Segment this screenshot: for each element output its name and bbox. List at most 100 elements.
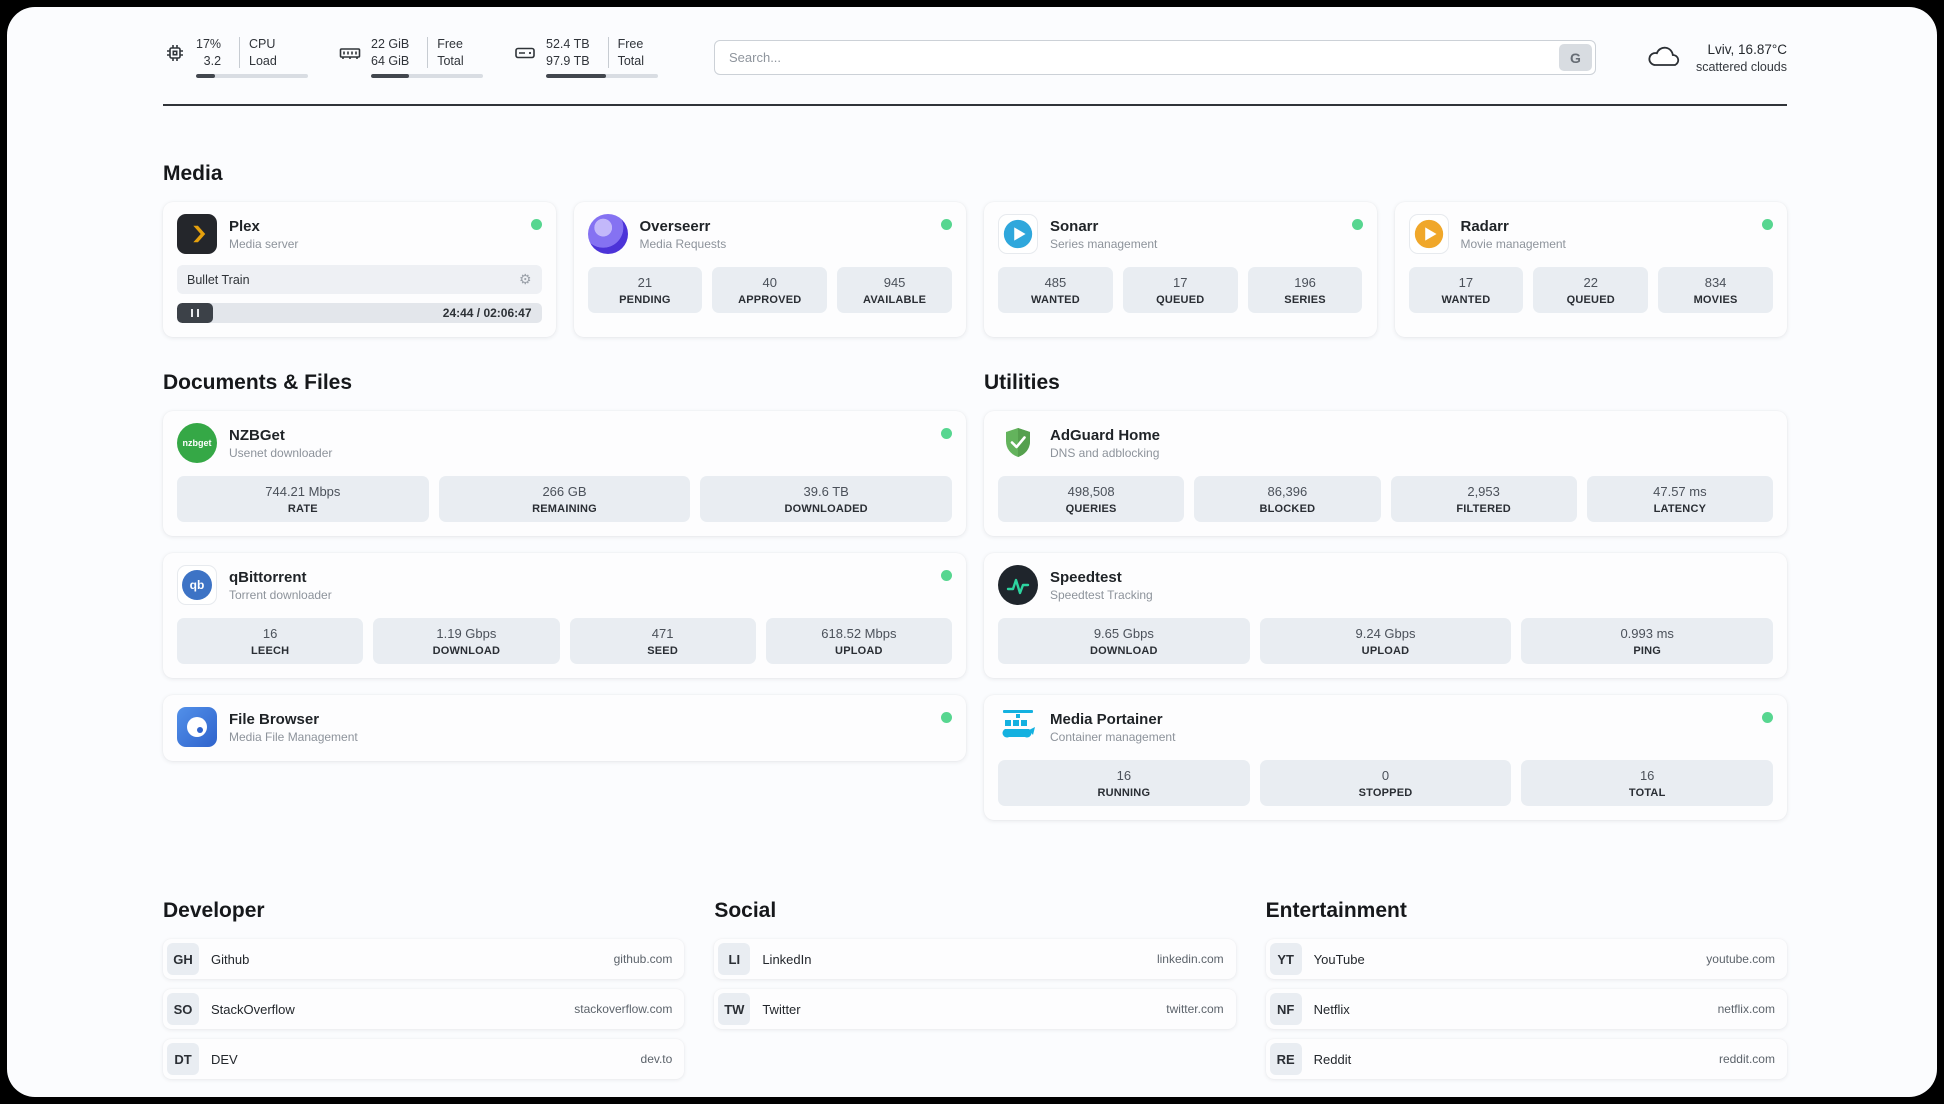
playback-progress-bar[interactable]: 24:44 / 02:06:47 — [177, 303, 542, 323]
bookmark-name: Reddit — [1313, 1051, 1352, 1067]
bookmark-dev[interactable]: DT DEV dev.to — [163, 1039, 685, 1079]
bookmark-netflix[interactable]: NF Netflix netflix.com — [1265, 989, 1787, 1029]
section-title-developer: Developer — [163, 899, 265, 922]
bookmark-youtube[interactable]: YT YouTube youtube.com — [1265, 939, 1787, 979]
bookmark-name: LinkedIn — [762, 951, 812, 967]
app-name: Sonarr — [1050, 217, 1099, 235]
stat-box: 266 GB REMAINING — [438, 476, 691, 522]
search-engine-button[interactable]: G — [1558, 44, 1592, 71]
bookmark-url: reddit.com — [1718, 1052, 1775, 1066]
ram-free-label: Free — [437, 37, 463, 51]
disk-icon — [513, 41, 537, 65]
stat-box: 86,396 BLOCKED — [1194, 476, 1381, 522]
bookmark-abbr: YT — [1269, 943, 1302, 975]
app-card-sonarr[interactable]: Sonarr Series management 485 WANTED 17 Q… — [984, 202, 1377, 337]
stat-box: 17 WANTED — [1408, 267, 1524, 313]
qbittorrent-icon: qb — [177, 565, 217, 605]
social-column: Social LI LinkedIn linkedin.com TW Twitt… — [714, 899, 1236, 1089]
app-name: File Browser — [229, 710, 320, 728]
cpu-monitor: 17% 3.2 CPU Load — [163, 37, 308, 78]
app-card-qbittorrent[interactable]: qb qBittorrent Torrent downloader 16 LEE… — [163, 553, 966, 678]
app-subtitle: Movie management — [1460, 236, 1566, 251]
now-playing-title: Bullet Train — [187, 272, 250, 287]
stat-box: 0.993 ms PING — [1521, 618, 1774, 664]
bookmark-abbr: RE — [1269, 1043, 1302, 1075]
bookmark-url: netflix.com — [1717, 1002, 1775, 1016]
cpu-label: CPU — [249, 37, 276, 51]
stat-box: 834 MOVIES — [1658, 267, 1773, 313]
ram-free-value: 22 GiB — [371, 37, 410, 51]
dashboard-page: 17% 3.2 CPU Load — [7, 7, 1937, 1097]
speedtest-icon — [998, 565, 1038, 605]
app-card-speedtest[interactable]: Speedtest Speedtest Tracking 9.65 Gbps D… — [984, 553, 1787, 678]
bookmark-url: stackoverflow.com — [574, 1002, 673, 1016]
adguard-icon — [998, 423, 1038, 463]
app-card-overseerr[interactable]: Overseerr Media Requests 21 PENDING 40 A… — [573, 202, 966, 337]
portainer-icon — [998, 707, 1038, 747]
app-subtitle: Media server — [229, 236, 299, 251]
app-card-filebrowser[interactable]: File Browser Media File Management — [163, 695, 966, 761]
disk-total-label: Total — [617, 54, 644, 68]
status-dot — [941, 219, 952, 230]
app-subtitle: Container management — [1050, 729, 1176, 744]
filebrowser-icon — [177, 707, 217, 747]
status-dot — [941, 712, 952, 723]
status-dot — [941, 428, 952, 439]
bookmark-name: Netflix — [1313, 1001, 1350, 1017]
stat-box: 16 LEECH — [177, 618, 364, 664]
weather-condition: scattered clouds — [1695, 59, 1787, 74]
stat-box: 498,508 QUERIES — [998, 476, 1185, 522]
stat-box: 618.52 Mbps UPLOAD — [765, 618, 952, 664]
bookmark-abbr: DT — [167, 1043, 199, 1075]
app-name: Plex — [229, 217, 260, 235]
app-card-portainer[interactable]: Media Portainer Container management 16 … — [984, 695, 1787, 820]
bookmark-linkedin[interactable]: LI LinkedIn linkedin.com — [714, 939, 1236, 979]
cpu-load-label: Load — [249, 54, 277, 68]
stat-box: 471 SEED — [569, 618, 756, 664]
playback-time: 24:44 / 02:06:47 — [442, 306, 532, 320]
section-title-documents: Documents & Files — [163, 371, 353, 394]
pause-icon[interactable] — [189, 304, 201, 322]
stat-box: 21 PENDING — [587, 267, 703, 313]
cpu-percent: 17% — [196, 37, 222, 51]
bookmark-reddit[interactable]: RE Reddit reddit.com — [1265, 1039, 1787, 1079]
app-card-radarr[interactable]: Radarr Movie management 17 WANTED 22 QUE… — [1394, 202, 1787, 337]
system-monitors: 17% 3.2 CPU Load — [163, 37, 658, 78]
app-subtitle: Speedtest Tracking — [1050, 587, 1153, 602]
section-title-utilities: Utilities — [984, 371, 1060, 394]
search-input[interactable] — [714, 40, 1596, 75]
status-dot — [1762, 219, 1773, 230]
app-card-plex[interactable]: Plex Media server Bullet Train ⚙ 24:44 /… — [163, 202, 556, 337]
app-name: Radarr — [1460, 217, 1509, 235]
stat-box: 9.65 Gbps DOWNLOAD — [998, 618, 1250, 664]
search-bar: G — [714, 40, 1596, 75]
ram-monitor: 22 GiB 64 GiB Free Total — [338, 37, 483, 78]
app-subtitle: Media Requests — [639, 236, 727, 251]
now-playing-row[interactable]: Bullet Train ⚙ — [177, 265, 542, 294]
bookmark-twitter[interactable]: TW Twitter twitter.com — [714, 989, 1236, 1029]
app-card-adguard[interactable]: AdGuard Home DNS and adblocking 498,508 … — [984, 411, 1787, 536]
stat-box: 196 SERIES — [1247, 267, 1363, 313]
plex-icon — [177, 214, 217, 254]
gear-icon[interactable]: ⚙ — [518, 271, 532, 287]
stat-box: 40 APPROVED — [712, 267, 828, 313]
bookmark-github[interactable]: GH Github github.com — [163, 939, 685, 979]
bookmark-name: YouTube — [1313, 951, 1365, 967]
stat-box: 22 QUEUED — [1533, 267, 1649, 313]
bookmark-stackoverflow[interactable]: SO StackOverflow stackoverflow.com — [163, 989, 685, 1029]
app-name: Speedtest — [1050, 568, 1122, 586]
app-subtitle: Series management — [1050, 236, 1158, 251]
bookmark-name: Twitter — [762, 1001, 801, 1017]
app-name: NZBGet — [229, 426, 285, 444]
bookmark-abbr: NF — [1269, 993, 1302, 1025]
ram-icon — [338, 41, 362, 65]
stat-box: 485 WANTED — [998, 267, 1113, 313]
documents-column: Documents & Files nzbget NZBGet Usenet d… — [163, 371, 966, 778]
ram-progress-bar — [371, 74, 483, 78]
top-bar: 17% 3.2 CPU Load — [163, 37, 1787, 78]
disk-total-value: 97.9 TB — [546, 54, 590, 68]
playback-position — [177, 303, 214, 323]
app-card-nzbget[interactable]: nzbget NZBGet Usenet downloader 744.21 M… — [163, 411, 966, 536]
status-dot — [530, 219, 542, 230]
app-name: AdGuard Home — [1050, 426, 1161, 444]
